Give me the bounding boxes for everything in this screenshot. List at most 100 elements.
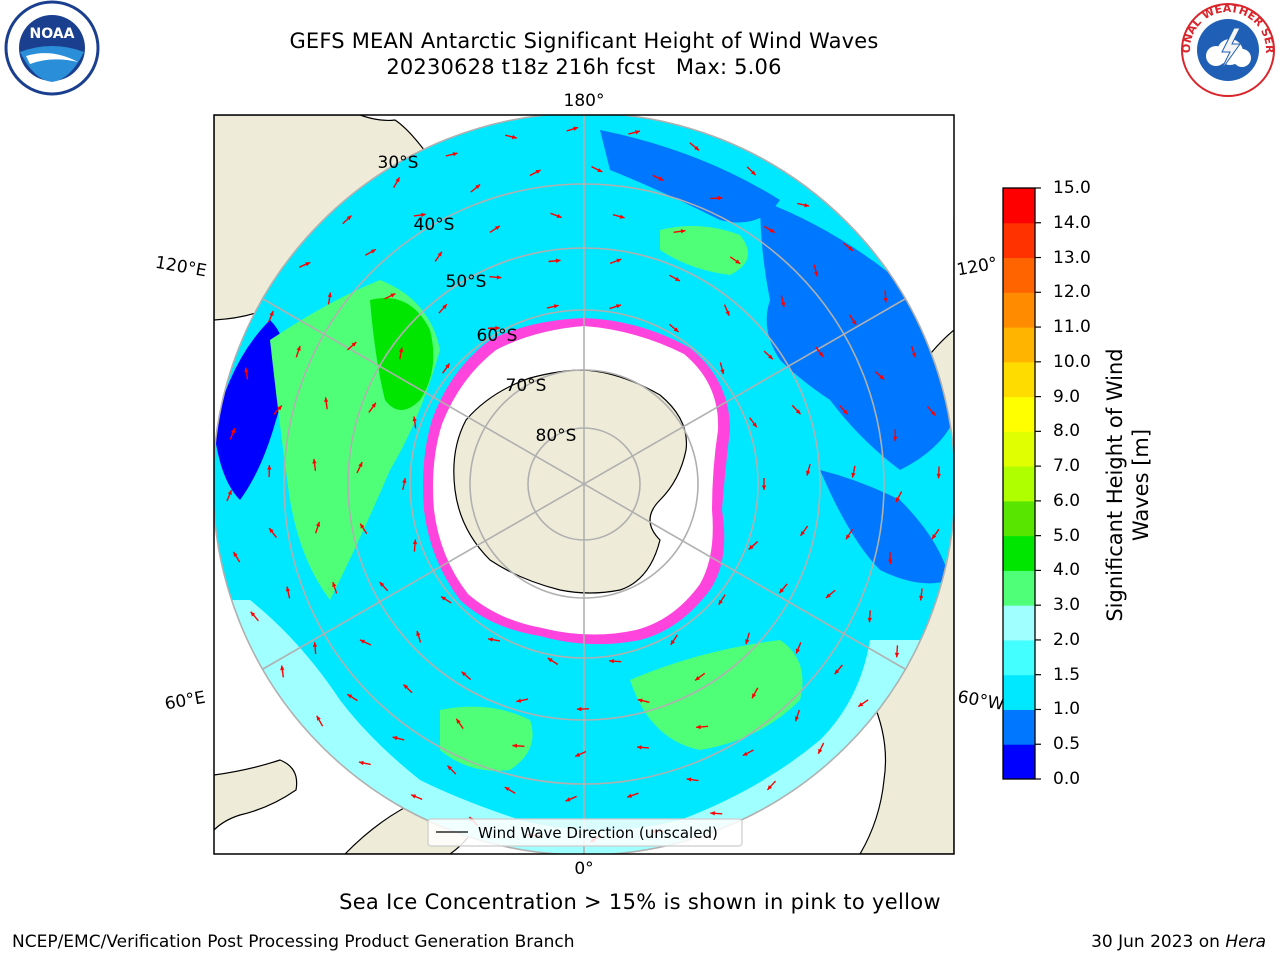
wind-wave-arrow [652, 174, 664, 182]
wind-wave-arrow [566, 126, 579, 132]
map-frame [213, 114, 955, 855]
wind-wave-arrow [548, 258, 561, 263]
wind-wave-arrow [547, 657, 559, 666]
colorbar-swatch [1003, 327, 1035, 363]
colorbar-tick-label: 9.0 [1053, 386, 1081, 407]
wind-wave-arrow [851, 465, 856, 478]
wind-wave-arrow [609, 658, 622, 664]
wind-wave-arrow [670, 634, 678, 646]
wind-wave-arrow [295, 345, 301, 358]
colorbar-label: Significant Height of Wind Waves [m] [1103, 348, 1153, 622]
colorbar-swatch [1003, 431, 1035, 467]
wind-wave-arrow [746, 166, 757, 176]
wind-wave-arrow [298, 261, 311, 268]
wind-wave-arrow [888, 552, 893, 565]
noaa-logo: NOAA [4, 0, 100, 96]
wind-wave-arrow [392, 736, 405, 741]
wind-wave-arrow [368, 402, 377, 413]
wind-wave-arrow [710, 195, 723, 201]
wind-wave-arrow [797, 202, 810, 208]
wind-wave-arrow [445, 152, 458, 157]
footer-credit: NCEP/EMC/Verification Post Processing Pr… [12, 932, 575, 952]
wind-wave-arrow [226, 489, 233, 502]
wind-wave-arrow [416, 630, 422, 643]
wind-wave-arrow [669, 274, 681, 282]
lat-label-60s: 60°S [477, 326, 518, 346]
wind-wave-arrow [327, 292, 332, 305]
wind-wave-arrow [574, 750, 587, 758]
wind-wave-arrow [461, 671, 472, 681]
wind-wave-arrow [285, 586, 291, 599]
colorbar-tick-label: 14.0 [1053, 212, 1091, 233]
wind-wave-arrow [232, 551, 241, 563]
colorbar-swatch [1003, 466, 1035, 502]
wind-wave-arrow [268, 310, 274, 323]
wind-wave-arrow [834, 664, 843, 675]
colorbar-swatch [1003, 222, 1035, 259]
wind-wave-arrow [745, 632, 750, 645]
wind-wave-arrow [312, 642, 318, 655]
wind-wave-arrow [244, 367, 249, 380]
wind-wave-arrow [398, 347, 404, 360]
lon-label-180: 180° [564, 91, 605, 111]
wind-wave-arrow [413, 212, 426, 218]
colorbar-swatch [1003, 639, 1035, 676]
wind-wave-arrow [324, 397, 329, 410]
colorbar-swatch [1003, 500, 1035, 537]
colorbar [1002, 187, 1041, 780]
colorbar-swatch [1003, 674, 1035, 710]
wind-wave-arrow [729, 256, 741, 265]
lon-label-0: 0° [574, 859, 593, 879]
wind-wave-arrow [250, 611, 259, 622]
wind-wave-arrow [312, 458, 317, 471]
wind-wave-arrow [489, 225, 501, 234]
wind-wave-arrow [384, 292, 396, 300]
wind-wave-arrow [565, 795, 577, 802]
wind-wave-arrow [815, 346, 824, 358]
lat-label-30s: 30°S [378, 153, 419, 173]
wind-wave-arrow [694, 672, 706, 681]
wind-wave-arrow [686, 777, 699, 782]
wind-wave-arrow [626, 792, 639, 798]
wind-wave-arrow [799, 525, 809, 537]
wind-wave-arrow [668, 323, 680, 333]
wind-wave-arrow [314, 521, 321, 534]
wind-wave-arrow [487, 637, 501, 642]
lat-label-80s: 80°S [536, 426, 577, 446]
wind-wave-arrow [609, 258, 622, 265]
wind-wave-arrow [673, 229, 686, 234]
wind-wave-arrow [931, 528, 940, 540]
wind-wave-arrow [748, 417, 758, 428]
footer-date: 30 Jun 2023 on Hera [1091, 932, 1266, 952]
wind-wave-arrow [392, 176, 401, 189]
wind-wave-arrow [280, 665, 285, 678]
wind-wave-arrow [813, 264, 819, 277]
wind-wave-arrow [346, 341, 357, 351]
wind-wave-arrow [359, 523, 368, 535]
wind-wave-arrow [591, 165, 603, 173]
wind-wave-arrow [410, 794, 423, 801]
wind-wave-arrow [893, 429, 898, 442]
wind-wave-arrow [794, 709, 801, 722]
wind-wave-arrow [440, 595, 452, 604]
legend-label: Wind Wave Direction (unscaled) [478, 824, 718, 842]
colorbar-swatch [1003, 570, 1035, 606]
chart-title-line1: GEFS MEAN Antarctic Significant Height o… [289, 29, 879, 53]
wind-wave-arrow [867, 610, 872, 623]
graticule [214, 115, 954, 854]
colorbar-tick-label: 3.0 [1053, 595, 1081, 616]
wind-wave-arrow [267, 465, 272, 478]
colorbar-swatch [1003, 188, 1035, 224]
wind-wave-arrow [791, 404, 802, 415]
colorbar-tick-label: 6.0 [1053, 490, 1081, 511]
wind-wave-arrow [751, 687, 759, 699]
wind-wave-arrow [845, 528, 854, 540]
wind-wave-arrow [895, 491, 903, 503]
wind-wave-arrow [710, 811, 723, 816]
lat-label-70s: 70°S [506, 376, 547, 396]
footer-date-text: 30 Jun 2023 on [1091, 932, 1226, 952]
colorbar-tick-label: 8.0 [1053, 421, 1081, 442]
wind-wave-arrow [332, 581, 338, 594]
wind-wave-arrow [455, 718, 464, 730]
